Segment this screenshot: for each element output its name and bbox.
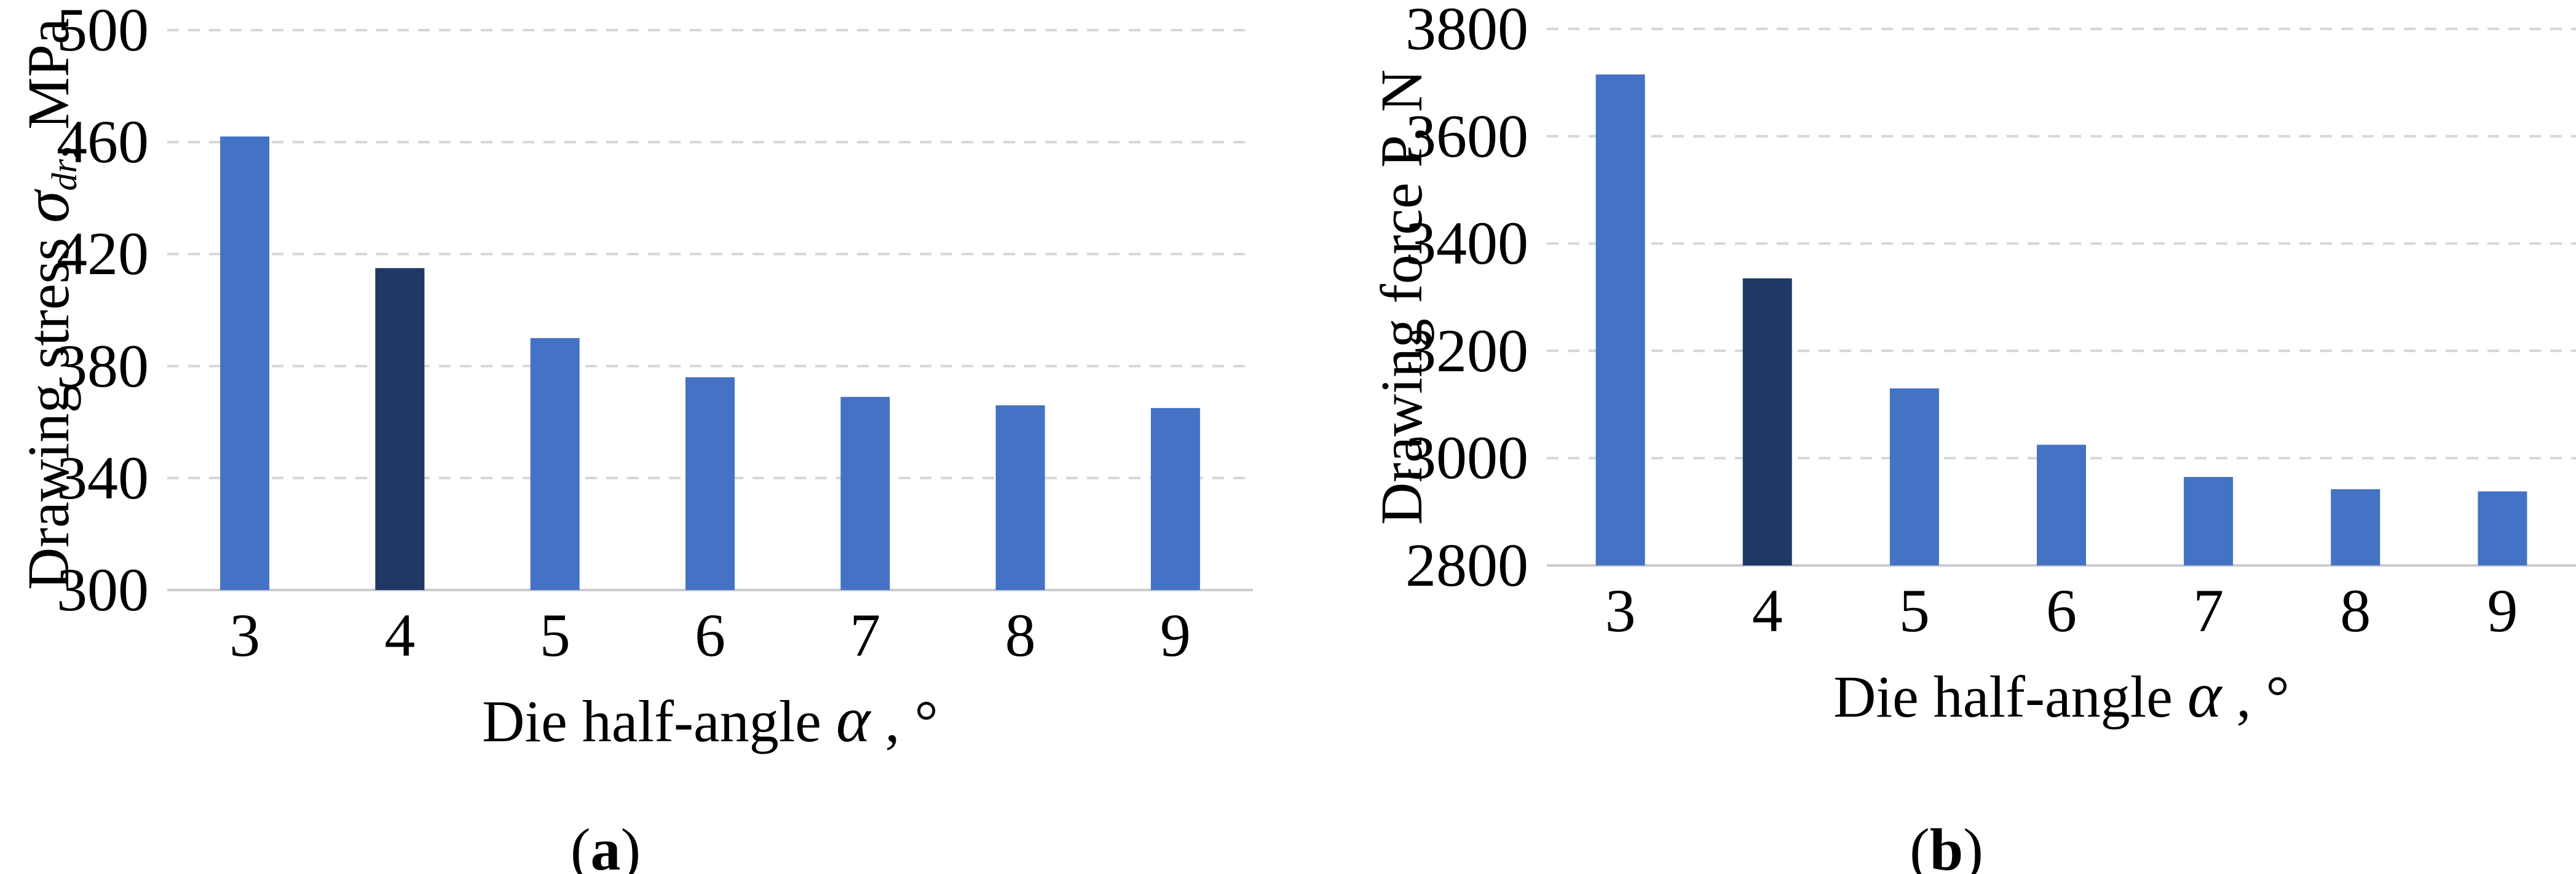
x-axis-title-text: Die half-angle [1833,664,2187,730]
sigma-symbol: σ [10,191,82,223]
x-tick-label-7: 7 [850,601,881,669]
x-tick-label-3: 3 [229,601,261,669]
bar-alpha-6 [2037,444,2086,565]
x-tick-label-5: 5 [539,601,571,669]
caption-letter: a [590,817,621,874]
y-tick-label-420: 420 [57,219,149,288]
bar-alpha-5 [1889,388,1939,565]
bar-alpha-3 [1595,74,1645,565]
bar-alpha-3 [220,136,270,591]
plot-area-a [167,29,1253,591]
y-tick-label-3600: 3600 [1405,101,1528,170]
x-tick-label-6: 6 [695,601,725,669]
bar-alpha-5 [530,338,580,590]
bar-alpha-8 [995,405,1045,590]
y-tick-label-300: 300 [57,556,149,624]
x-tick-label-4: 4 [384,601,416,669]
bar-alpha-8 [2331,489,2380,565]
x-tick-label-4: 4 [1752,577,1783,645]
x-tick-label-7: 7 [2193,577,2224,645]
plot-area-b [1547,28,2576,567]
y-tick-label-340: 340 [57,443,149,512]
bar-alpha-9 [1150,407,1200,590]
bar-alpha-9 [2478,491,2527,565]
alpha-symbol: α [2187,659,2222,731]
x-axis-title-unit: , ° [870,688,938,754]
x-axis-title-a: Die half-angle α , ° [280,682,1140,757]
x-tick-label-8: 8 [2340,577,2371,645]
x-tick-label-9: 9 [1160,601,1191,669]
x-tick-label-6: 6 [2046,577,2077,645]
bar-alpha-4 [375,268,425,590]
x-axis-title-unit: , ° [2221,664,2290,730]
x-axis-title-b: Die half-angle α , ° [1631,658,2492,733]
x-tick-label-8: 8 [1005,601,1036,669]
bar-alpha-7 [840,396,890,590]
chart-b-drawing-force: Drawing force P, N Die half-angle α , ° … [1288,0,2576,874]
y-tick-label-2800: 2800 [1405,531,1528,599]
y-tick-label-3000: 3000 [1405,423,1528,492]
caption-paren: ( [570,817,591,874]
caption-a: (a) [483,817,729,874]
caption-paren: ) [620,817,641,874]
y-tick-label-460: 460 [57,108,149,176]
x-tick-label-3: 3 [1605,577,1636,645]
y-tick-label-380: 380 [57,331,149,400]
bar-alpha-4 [1742,278,1792,565]
bar-alpha-6 [685,377,735,590]
y-tick-label-3400: 3400 [1405,209,1528,278]
bar-alpha-7 [2184,477,2234,565]
y-tick-label-3800: 3800 [1405,0,1528,63]
y-tick-label-500: 500 [57,0,149,64]
caption-paren: ) [1963,817,1983,874]
alpha-symbol: α [836,683,871,755]
y-tick-label-3200: 3200 [1405,316,1528,385]
x-axis-title-text: Die half-angle [482,688,836,754]
x-tick-label-9: 9 [2487,577,2518,645]
caption-letter: b [1929,817,1964,874]
caption-b: (b) [1823,817,2069,874]
chart-a-drawing-stress: Drawing stress σdr, MPa Die half-angle α… [10,0,1253,757]
caption-paren: ( [1910,817,1930,874]
x-tick-label-5: 5 [1898,577,1930,645]
